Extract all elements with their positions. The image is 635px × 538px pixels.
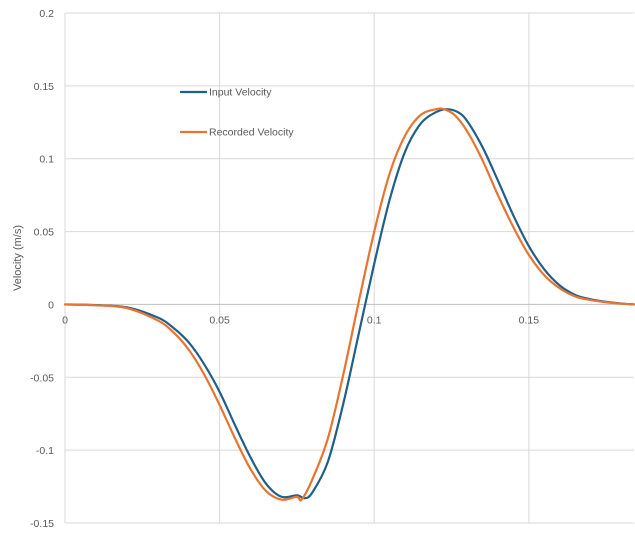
y-tick-label: -0.15 [30,518,54,530]
legend-label: Input Velocity [209,87,272,99]
axes [64,13,634,524]
legend: Input Velocity Recorded Velocity [180,87,294,139]
y-tick-label: 0 [48,299,54,311]
x-tick-label: 0.05 [209,314,230,326]
y-tick-label: 0.05 [34,227,55,239]
legend-label: Recorded Velocity [209,127,294,139]
series-lines [63,107,635,502]
y-axis-title: Velocity (m/s) [12,225,24,291]
y-tick-label: -0.1 [36,445,54,457]
grid-lines [65,12,634,524]
x-tick-label: 0.15 [519,314,540,326]
legend-item-recorded-velocity: Recorded Velocity [180,127,294,139]
legend-item-input-velocity: Input Velocity [180,87,272,99]
y-tick-label: -0.05 [30,372,54,384]
y-tick-label: 0.15 [34,81,55,93]
y-tick-label: 0.1 [39,154,54,166]
x-tick-label: 0.1 [367,314,382,326]
tick-labels: -0.15 -0.1 -0.05 0 0.05 0.1 0.15 0.2 0 0.05 0.1 0.1… [30,8,539,530]
input-velocity-line [63,108,635,500]
x-tick-label: 0 [62,314,68,326]
y-tick-label: 0.2 [39,8,54,20]
recorded-velocity-line [63,107,635,502]
